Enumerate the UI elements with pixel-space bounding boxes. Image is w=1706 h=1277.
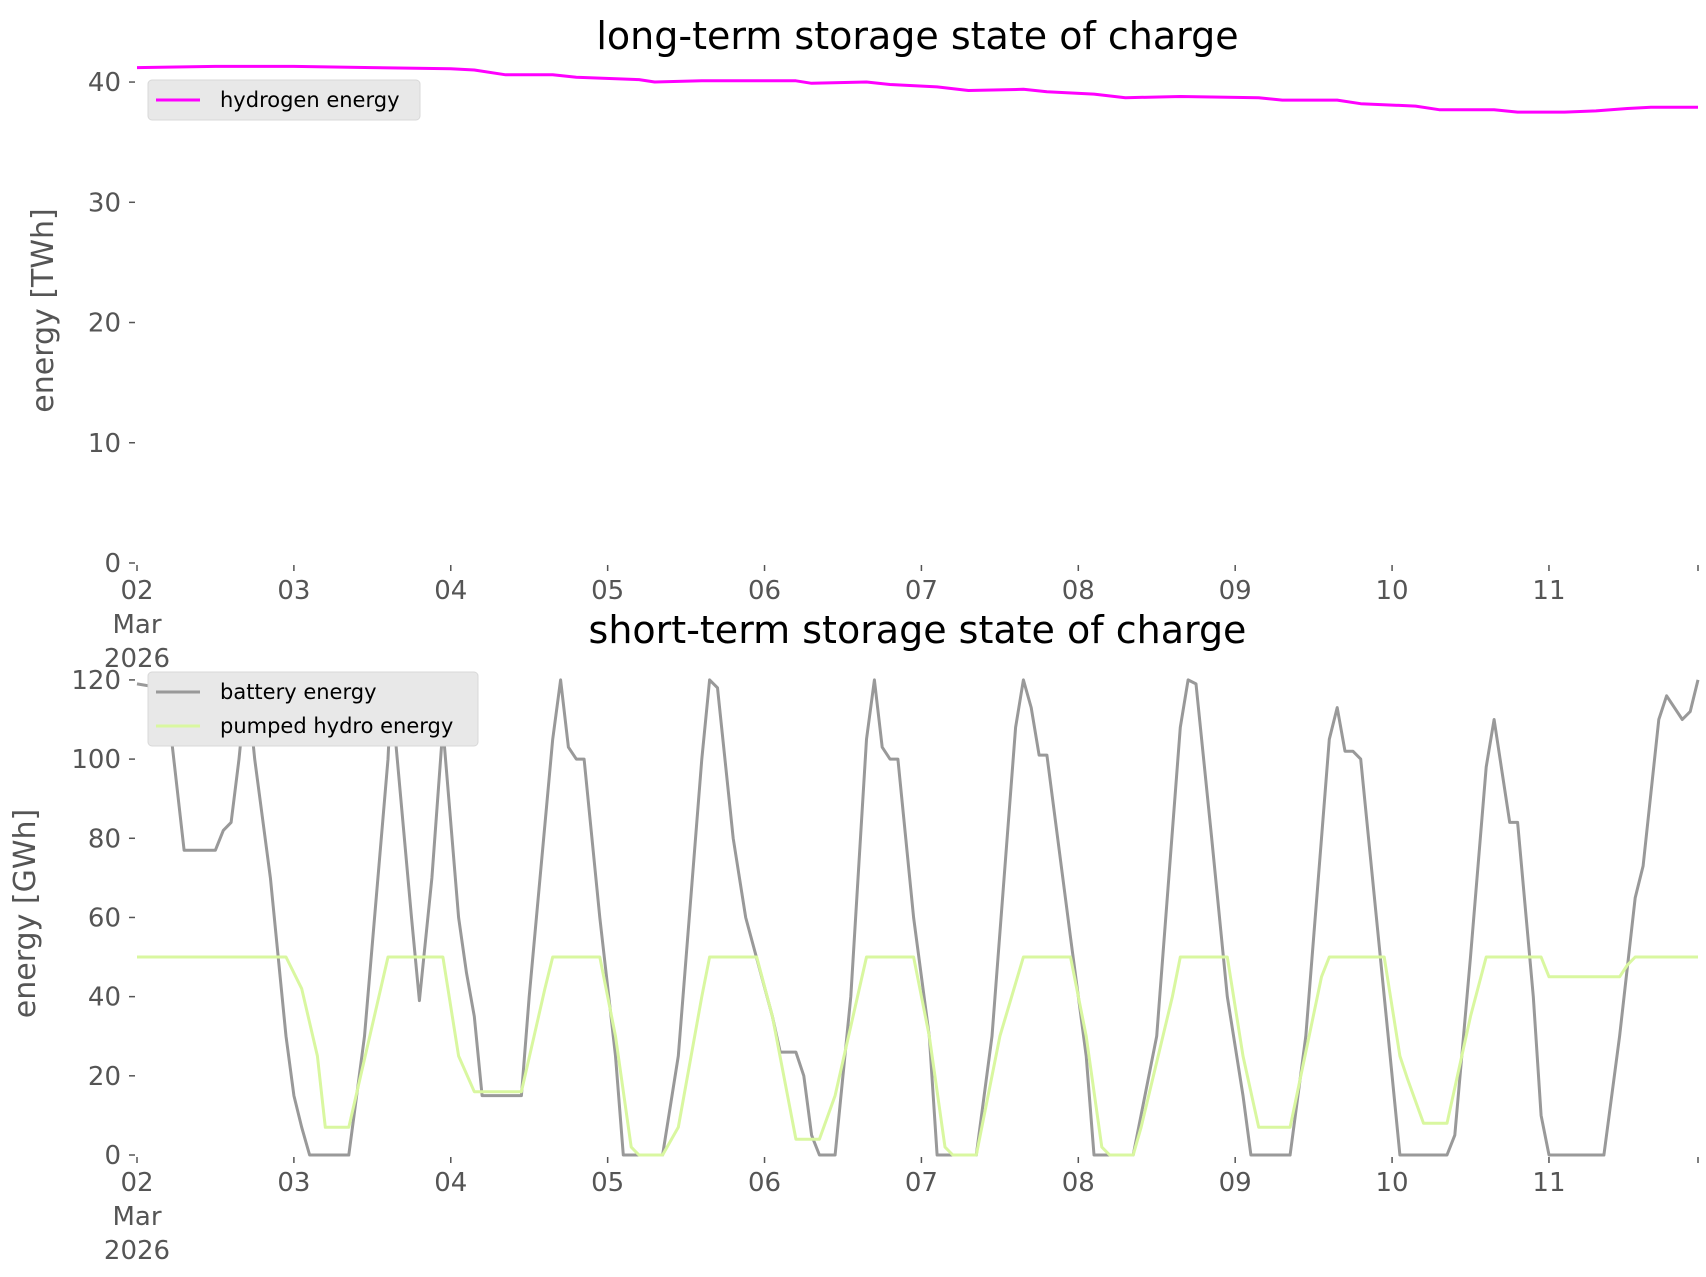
x-tick-label: 08 <box>1062 1168 1095 1198</box>
x-tick-label: 08 <box>1062 576 1095 606</box>
x-tick-label: 04 <box>434 576 467 606</box>
series-line-hydrogen-energy <box>136 64 1698 114</box>
legend-label: hydrogen energy <box>220 88 400 112</box>
long-term-storage-chart: long-term storage state of charge energy … <box>26 14 1699 674</box>
x-tick-label: Mar <box>112 610 161 640</box>
y-axis-label: energy [GWh] <box>8 809 43 1018</box>
y-tick-label: 10 <box>88 429 121 459</box>
x-tick-label: Mar <box>112 1202 161 1232</box>
x-tick-label: 06 <box>748 576 781 606</box>
x-tick-label: 09 <box>1219 1168 1252 1198</box>
x-tick-label: 04 <box>434 1168 467 1198</box>
y-tick-label: 20 <box>88 309 121 339</box>
legend-label: battery energy <box>220 680 377 704</box>
y-tick-label: 40 <box>88 68 121 98</box>
y-tick-label: 0 <box>104 549 121 579</box>
legend: hydrogen energy <box>147 79 421 121</box>
x-tick-label: 05 <box>591 576 624 606</box>
x-tick-label: 11 <box>1532 576 1565 606</box>
legend-label: pumped hydro energy <box>220 714 453 738</box>
y-tick-label: 20 <box>88 1062 121 1092</box>
x-tick-label: 06 <box>748 1168 781 1198</box>
x-tick-label: 07 <box>905 1168 938 1198</box>
x-tick-label: 02 <box>120 1168 153 1198</box>
x-tick-label: 03 <box>277 1168 310 1198</box>
x-tick-label: 02 <box>120 576 153 606</box>
x-tick-label: 10 <box>1376 576 1409 606</box>
y-tick-label: 30 <box>88 188 121 218</box>
chart-title: short-term storage state of charge <box>589 608 1247 652</box>
x-tick-label: 05 <box>591 1168 624 1198</box>
x-tick-label: 03 <box>277 576 310 606</box>
legend: battery energy pumped hydro energy <box>147 671 479 747</box>
y-tick-label: 0 <box>104 1141 121 1171</box>
series-line-pumped-hydro-energy <box>137 955 1698 1157</box>
chart-title: long-term storage state of charge <box>596 14 1238 58</box>
y-tick-label: 80 <box>88 824 121 854</box>
x-tick-label: 11 <box>1532 1168 1565 1198</box>
y-tick-label: 60 <box>88 903 121 933</box>
y-axis-label: energy [TWh] <box>26 208 61 412</box>
y-tick-label: 100 <box>71 745 121 775</box>
x-tick-label: 2026 <box>104 1236 170 1266</box>
legend-box <box>147 671 479 747</box>
short-term-storage-chart: short-term storage state of charge energy… <box>8 608 1700 1266</box>
y-tick-label: 40 <box>88 983 121 1013</box>
legend-box <box>147 79 421 121</box>
x-tick-label: 10 <box>1376 1168 1409 1198</box>
x-tick-label: 07 <box>905 576 938 606</box>
x-tick-label: 09 <box>1219 576 1252 606</box>
y-tick-label: 120 <box>71 666 121 696</box>
x-tick-label: 2026 <box>104 644 170 674</box>
